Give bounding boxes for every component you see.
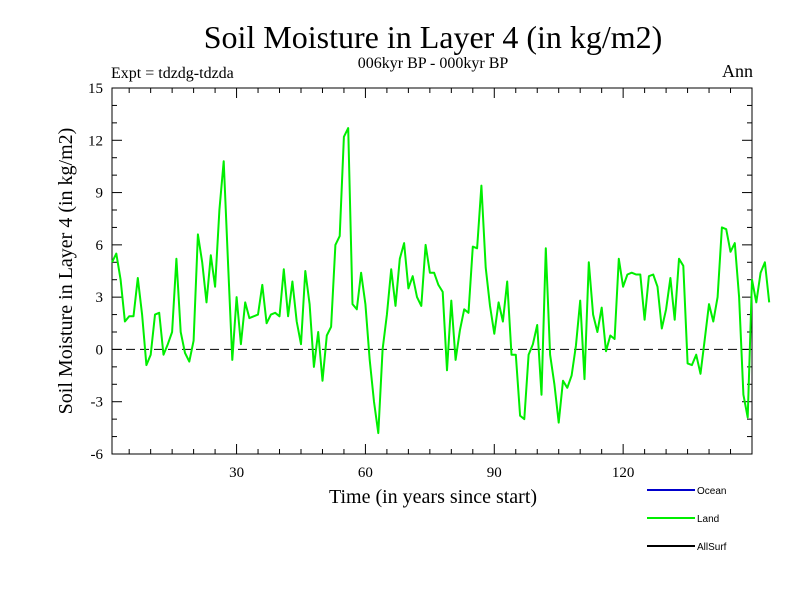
plot-area: 30 60 90 120 -6 -3 0 3 6 9 12 15 (88, 81, 771, 481)
experiment-label: Expt = tdzdg-tdzda (111, 65, 234, 82)
x-tick-label: 120 (612, 465, 635, 481)
chart-title: Soil Moisture in Layer 4 (in kg/m2) (204, 19, 663, 55)
series-line-land (111, 127, 771, 435)
y-tick-label: 15 (88, 81, 103, 97)
legend: Ocean Land AllSurf (647, 486, 727, 553)
y-tick-label: 9 (96, 186, 104, 202)
legend-label-ocean: Ocean (697, 486, 726, 497)
plot-frame (111, 87, 753, 455)
x-tick-label: 90 (487, 465, 502, 481)
x-tick-label: 60 (358, 465, 373, 481)
x-tick-label: 30 (229, 465, 244, 481)
legend-label-allsurf: AllSurf (697, 542, 727, 553)
y-axis-label: Soil Moisture in Layer 4 (in kg/m2) (55, 128, 77, 415)
y-tick-label: -3 (91, 395, 104, 411)
x-axis-label: Time (in years since start) (329, 486, 537, 508)
y-tick-label: 6 (96, 238, 104, 254)
season-label: Ann (722, 61, 753, 81)
y-tick-label: 12 (88, 133, 103, 149)
y-tick-label: 3 (96, 290, 104, 306)
y-tick-label: -6 (91, 447, 104, 463)
legend-label-land: Land (697, 514, 719, 525)
y-tick-label: 0 (96, 342, 104, 358)
chart-subtitle: 006kyr BP - 000kyr BP (358, 55, 509, 72)
